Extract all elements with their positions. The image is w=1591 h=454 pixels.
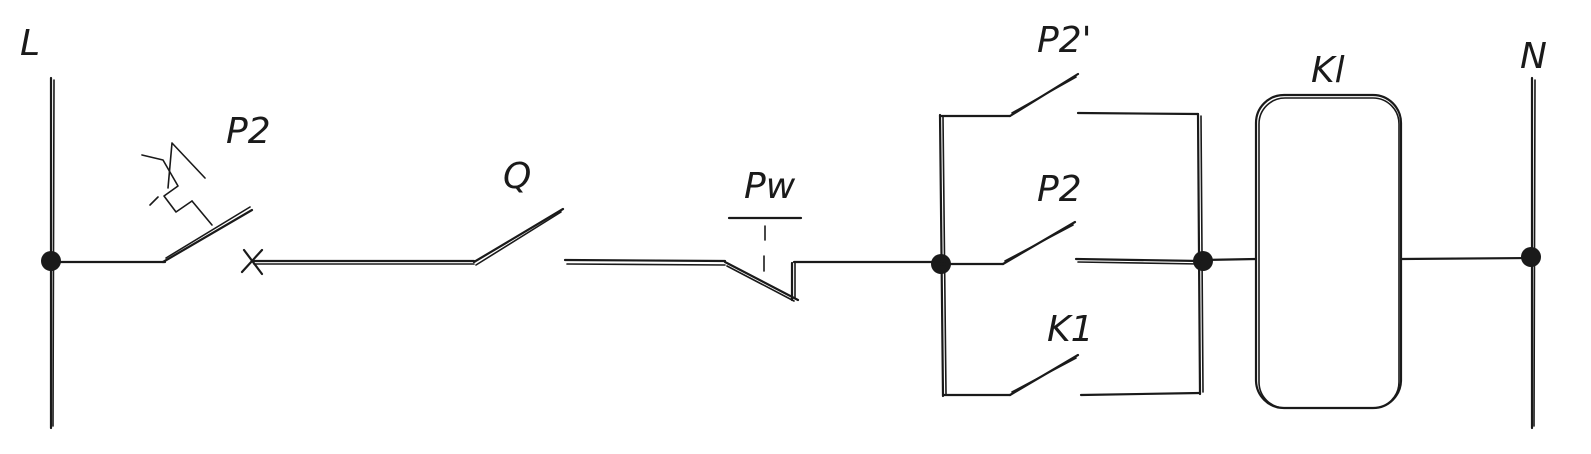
p2-mid-contact [939, 220, 1202, 266]
p2-mid-label: P2 [1037, 169, 1082, 210]
p2-limit-switch [141, 142, 264, 276]
k1-contact-label: K1 [1047, 309, 1094, 350]
wire-p2-to-q [250, 259, 476, 265]
q-label: Q [503, 156, 531, 197]
p2-prime-label: P2' [1037, 20, 1092, 61]
pw-label: Pw [744, 166, 796, 207]
junction-node-l [41, 251, 61, 271]
pw-pushbutton [723, 216, 803, 302]
k1-coil-label: Kl [1311, 50, 1345, 91]
q-switch [472, 207, 565, 266]
parallel-bus-right [1196, 112, 1204, 396]
parallel-bus-left [938, 113, 947, 398]
wire-parallel-to-coil [1201, 257, 1258, 262]
line-label: L [20, 23, 40, 64]
k1-coil [1254, 93, 1403, 410]
p2-prime-contact [938, 72, 1200, 118]
p2-top-label: P2 [226, 111, 271, 152]
k1-contact [941, 353, 1202, 397]
neutral-label: N [1520, 36, 1547, 77]
wire-q-to-pw [563, 258, 727, 266]
wire-coil-to-n [1399, 256, 1534, 261]
